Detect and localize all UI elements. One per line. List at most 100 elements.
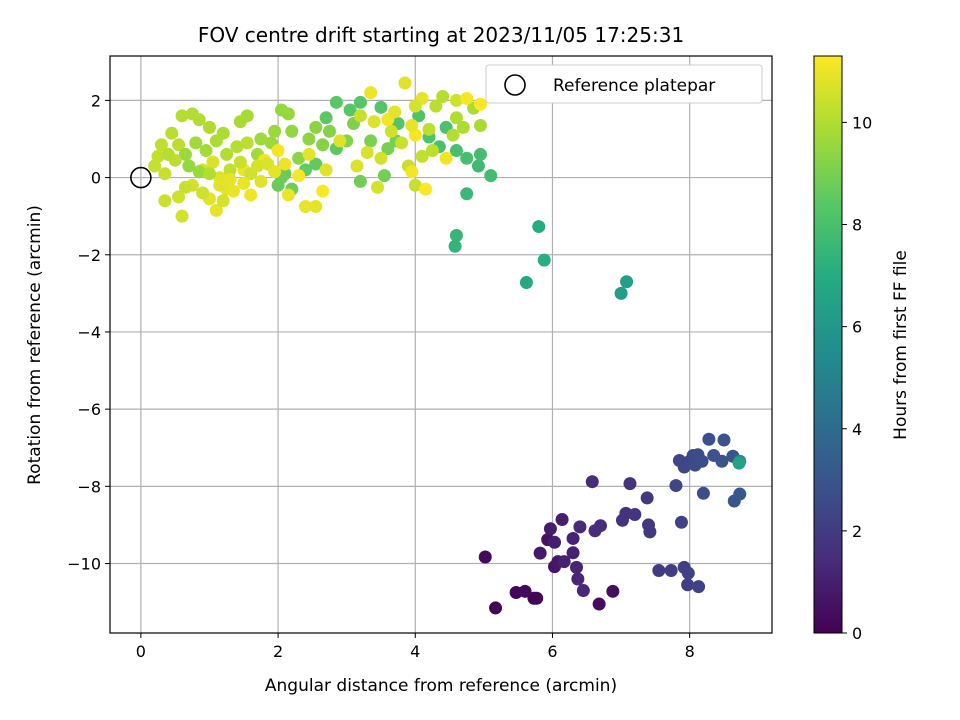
data-point bbox=[484, 169, 498, 183]
data-point bbox=[519, 276, 533, 290]
colorbar-label: Hours from first FF file bbox=[891, 250, 911, 440]
grid-lines bbox=[110, 56, 772, 633]
data-point bbox=[643, 525, 657, 539]
data-point bbox=[449, 93, 463, 107]
data-point bbox=[388, 105, 402, 119]
y-axis-ticks: −10 −8 −6 −4 −2 0 2 bbox=[67, 91, 110, 574]
data-point bbox=[281, 107, 295, 121]
data-point bbox=[364, 86, 378, 100]
plot-frame bbox=[109, 55, 773, 634]
data-point bbox=[692, 580, 706, 594]
data-point bbox=[606, 584, 620, 598]
colorbar-gradient bbox=[813, 55, 843, 634]
data-point bbox=[220, 147, 234, 161]
data-point bbox=[319, 111, 333, 125]
y-tick-label: −10 bbox=[67, 555, 101, 574]
data-point bbox=[614, 286, 628, 300]
data-point bbox=[309, 200, 323, 214]
data-point bbox=[158, 167, 172, 181]
y-tick-label: 0 bbox=[91, 169, 101, 188]
data-point bbox=[175, 209, 189, 223]
x-tick-label: 0 bbox=[136, 642, 146, 661]
data-point bbox=[422, 122, 436, 136]
data-point bbox=[154, 138, 168, 152]
data-point bbox=[271, 144, 285, 158]
data-point bbox=[202, 167, 216, 181]
x-axis-label: Angular distance from reference (arcmin) bbox=[265, 676, 617, 696]
data-point bbox=[478, 550, 492, 564]
colorbar-tick-label: 6 bbox=[852, 318, 862, 337]
data-point bbox=[377, 169, 391, 183]
data-point bbox=[669, 479, 683, 493]
data-point bbox=[343, 103, 357, 117]
data-point bbox=[268, 124, 282, 138]
data-point bbox=[216, 194, 230, 208]
data-point bbox=[449, 111, 463, 125]
data-point bbox=[374, 100, 388, 114]
data-point bbox=[681, 566, 695, 580]
data-point bbox=[323, 124, 337, 138]
data-point bbox=[674, 515, 688, 529]
data-point bbox=[398, 76, 412, 90]
data-point bbox=[715, 454, 729, 468]
data-point bbox=[405, 165, 419, 179]
data-point bbox=[381, 142, 395, 156]
data-point bbox=[395, 136, 409, 150]
data-point bbox=[620, 275, 634, 289]
data-point bbox=[199, 144, 213, 158]
data-point bbox=[316, 184, 330, 198]
data-point bbox=[695, 454, 709, 468]
data-point bbox=[593, 519, 607, 533]
data-point bbox=[237, 176, 251, 190]
data-point bbox=[533, 546, 547, 560]
colorbar-tick-label: 0 bbox=[852, 624, 862, 643]
data-point bbox=[557, 555, 571, 569]
data-point bbox=[350, 159, 364, 173]
data-point bbox=[592, 597, 606, 611]
data-point bbox=[405, 118, 419, 132]
data-point bbox=[573, 520, 587, 534]
data-point bbox=[702, 432, 716, 446]
data-point bbox=[543, 522, 557, 536]
data-point bbox=[460, 187, 474, 201]
x-tick-label: 6 bbox=[547, 642, 557, 661]
data-point bbox=[696, 486, 710, 500]
data-point bbox=[439, 151, 453, 165]
data-point bbox=[329, 95, 343, 109]
data-point bbox=[182, 159, 196, 173]
data-point bbox=[449, 228, 463, 242]
data-point bbox=[460, 151, 474, 165]
data-point bbox=[165, 126, 179, 140]
data-point bbox=[446, 128, 460, 142]
data-point bbox=[268, 165, 282, 179]
data-point bbox=[448, 239, 462, 253]
colorbar: 0 2 4 6 8 10 Hours from first FF file bbox=[813, 55, 911, 643]
legend-entry-reference-platepar: Reference platepar bbox=[553, 76, 715, 96]
data-point bbox=[178, 147, 192, 161]
data-point bbox=[681, 578, 695, 592]
data-point bbox=[456, 120, 470, 134]
data-point bbox=[717, 433, 731, 447]
data-point bbox=[419, 182, 433, 196]
y-tick-label: −8 bbox=[77, 477, 101, 496]
colorbar-tick-label: 10 bbox=[852, 113, 872, 132]
data-point bbox=[436, 90, 450, 104]
data-point bbox=[309, 157, 323, 171]
data-point bbox=[473, 147, 487, 161]
data-point bbox=[360, 145, 374, 159]
y-tick-label: −6 bbox=[77, 400, 101, 419]
data-point bbox=[367, 115, 381, 129]
x-tick-label: 2 bbox=[273, 642, 283, 661]
data-point bbox=[537, 253, 551, 267]
data-point bbox=[374, 151, 388, 165]
data-point bbox=[302, 147, 316, 161]
data-point bbox=[230, 140, 244, 154]
data-point bbox=[652, 563, 666, 577]
data-point bbox=[473, 118, 487, 132]
data-point bbox=[319, 163, 333, 177]
data-point bbox=[192, 165, 206, 179]
data-point bbox=[202, 120, 216, 134]
x-tick-label: 4 bbox=[410, 642, 420, 661]
legend: Reference platepar bbox=[485, 64, 763, 104]
y-tick-label: −2 bbox=[77, 246, 101, 265]
